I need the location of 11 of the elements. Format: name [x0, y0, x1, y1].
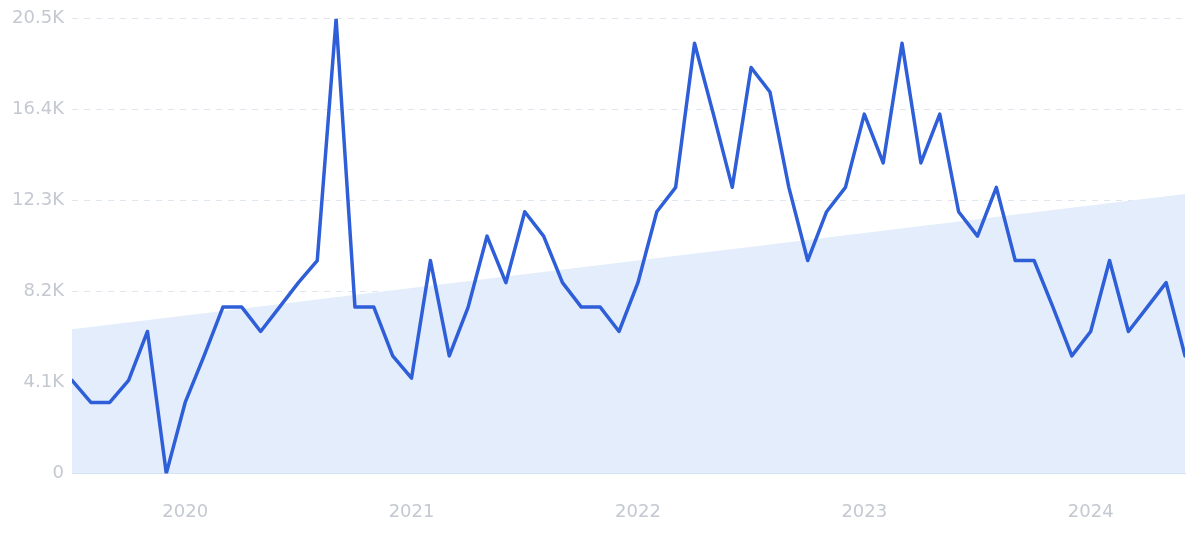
y-tick-label: 4.1K	[23, 370, 66, 392]
y-tick-label: 0	[52, 461, 64, 483]
x-tick-label: 2023	[841, 499, 888, 521]
y-tick-label: 20.5K	[12, 6, 66, 28]
x-tick-label: 2022	[615, 499, 661, 521]
y-tick-label: 12.3K	[12, 188, 66, 210]
x-tick-label: 2020	[162, 499, 209, 521]
x-tick-label: 2021	[388, 499, 435, 521]
x-tick-label: 2024	[1067, 499, 1114, 521]
y-tick-label: 8.2K	[23, 279, 66, 301]
y-tick-label: 16.4K	[12, 97, 66, 119]
